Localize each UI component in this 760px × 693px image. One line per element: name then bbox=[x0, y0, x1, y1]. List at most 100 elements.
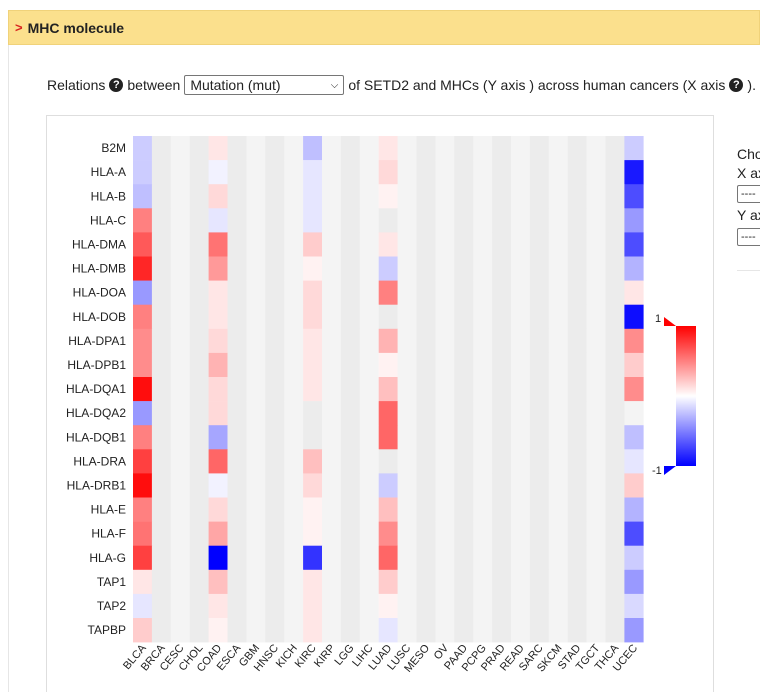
heatmap-cell bbox=[170, 521, 190, 546]
heatmap-cell bbox=[303, 304, 323, 330]
heatmap-cell bbox=[548, 449, 568, 474]
heatmap-cell bbox=[567, 497, 587, 522]
chevron-down-icon: ⌵ bbox=[330, 79, 339, 91]
heatmap-cell bbox=[454, 232, 474, 257]
heatmap-cell bbox=[492, 497, 512, 522]
heatmap-cell bbox=[265, 497, 285, 522]
heatmap-cell bbox=[378, 521, 398, 546]
heatmap-cell bbox=[322, 401, 342, 426]
heatmap-cell bbox=[170, 184, 190, 209]
heatmap-cell bbox=[567, 401, 587, 426]
heatmap-cell bbox=[284, 473, 304, 498]
y-tick-label: HLA-DOA bbox=[73, 286, 126, 300]
heatmap-cell bbox=[397, 256, 417, 281]
heatmap-cell bbox=[189, 473, 209, 498]
y-tick-label: TAPBP bbox=[88, 623, 126, 637]
heatmap-cell bbox=[227, 160, 247, 185]
y-axis-select[interactable]: ---- bbox=[737, 228, 760, 246]
heatmap-cell bbox=[151, 545, 172, 571]
heatmap-cell bbox=[473, 304, 493, 330]
section-header[interactable]: > MHC molecule bbox=[8, 10, 760, 45]
heatmap-cell bbox=[378, 136, 398, 161]
x-axis-select[interactable]: ---- bbox=[737, 185, 760, 203]
heatmap-cell bbox=[208, 593, 228, 619]
legend-min-label: -1 bbox=[652, 465, 662, 477]
heatmap-cell bbox=[567, 280, 587, 305]
heatmap-cell bbox=[529, 449, 550, 474]
heatmap-cell bbox=[435, 208, 455, 233]
heatmap-cell bbox=[378, 449, 398, 474]
heatmap-cell bbox=[473, 473, 493, 498]
heatmap-cell bbox=[624, 352, 644, 378]
heatmap-cell bbox=[189, 449, 209, 474]
heatmap-cell bbox=[378, 280, 398, 305]
heatmap-cell bbox=[548, 593, 568, 619]
heatmap-cell bbox=[624, 569, 644, 595]
heatmap-cell bbox=[189, 352, 209, 378]
heatmap-cell bbox=[416, 256, 436, 281]
heatmap-cell bbox=[605, 569, 625, 595]
y-tick-label: HLA-A bbox=[91, 165, 126, 179]
heatmap-cell bbox=[397, 473, 417, 498]
heatmap-cell bbox=[303, 352, 323, 378]
heatmap-cell bbox=[624, 280, 644, 305]
heatmap-cell bbox=[151, 256, 172, 281]
heatmap-cell bbox=[284, 618, 304, 643]
heatmap-cell bbox=[511, 377, 531, 402]
x-tick-label: KIRC bbox=[293, 642, 319, 670]
heatmap-cell bbox=[322, 569, 342, 595]
help-question-icon[interactable]: ? bbox=[109, 78, 124, 92]
heatmap-cell bbox=[189, 377, 209, 402]
heatmap-cell bbox=[605, 449, 625, 474]
heatmap-cell bbox=[529, 304, 550, 330]
heatmap-cell bbox=[133, 256, 153, 281]
heatmap-cell bbox=[322, 208, 342, 233]
heatmap-cell bbox=[322, 232, 342, 257]
heatmap-cell bbox=[170, 208, 190, 233]
heatmap-cell bbox=[529, 160, 550, 185]
heatmap-cell bbox=[265, 280, 285, 305]
heatmap-cell bbox=[133, 473, 153, 498]
heatmap-cell bbox=[492, 545, 512, 571]
heatmap-cell bbox=[416, 449, 436, 474]
legend-max-marker bbox=[664, 317, 676, 326]
heatmap-cell bbox=[454, 160, 474, 185]
heatmap-cell bbox=[454, 256, 474, 281]
heatmap-cell bbox=[435, 593, 455, 619]
heatmap-cell bbox=[435, 160, 455, 185]
heatmap-cell bbox=[605, 256, 625, 281]
expand-arrow-icon[interactable]: > bbox=[15, 20, 23, 35]
heatmap-cell bbox=[624, 449, 644, 474]
heatmap-cell bbox=[265, 160, 285, 185]
heatmap-cell bbox=[586, 497, 606, 522]
heatmap-cell bbox=[567, 521, 587, 546]
heatmap-cell bbox=[624, 208, 644, 233]
heatmap-cell bbox=[227, 569, 247, 595]
heatmap-cell bbox=[511, 473, 531, 498]
heatmap-cell bbox=[303, 521, 323, 546]
heatmap-cell bbox=[284, 304, 304, 330]
heatmap-cell bbox=[511, 425, 531, 450]
heatmap-cell bbox=[473, 425, 493, 450]
relation-type-value: Mutation (mut) bbox=[190, 77, 281, 93]
heatmap-cell bbox=[624, 377, 644, 402]
heatmap-cell bbox=[151, 593, 172, 619]
heatmap-cell bbox=[378, 256, 398, 281]
heatmap-cell bbox=[378, 545, 398, 571]
heatmap-cell bbox=[151, 449, 172, 474]
heatmap-cell bbox=[189, 208, 209, 233]
heatmap-cell bbox=[208, 208, 228, 233]
heatmap-cell bbox=[151, 184, 172, 209]
heatmap-cell bbox=[567, 352, 587, 378]
x-axis-help-icon[interactable]: ? bbox=[729, 78, 744, 92]
heatmap-cell bbox=[359, 352, 379, 378]
heatmap-cell bbox=[208, 304, 228, 330]
heatmap-cell bbox=[151, 280, 172, 305]
heatmap-cell bbox=[548, 328, 568, 354]
heatmap-cell bbox=[303, 136, 323, 161]
heatmap-cell bbox=[473, 401, 493, 426]
relation-type-select[interactable]: Mutation (mut) ⌵ bbox=[184, 75, 345, 95]
y-tick-label: B2M bbox=[101, 141, 126, 155]
y-tick-label: HLA-F bbox=[91, 527, 126, 541]
heatmap-cell bbox=[246, 593, 266, 619]
